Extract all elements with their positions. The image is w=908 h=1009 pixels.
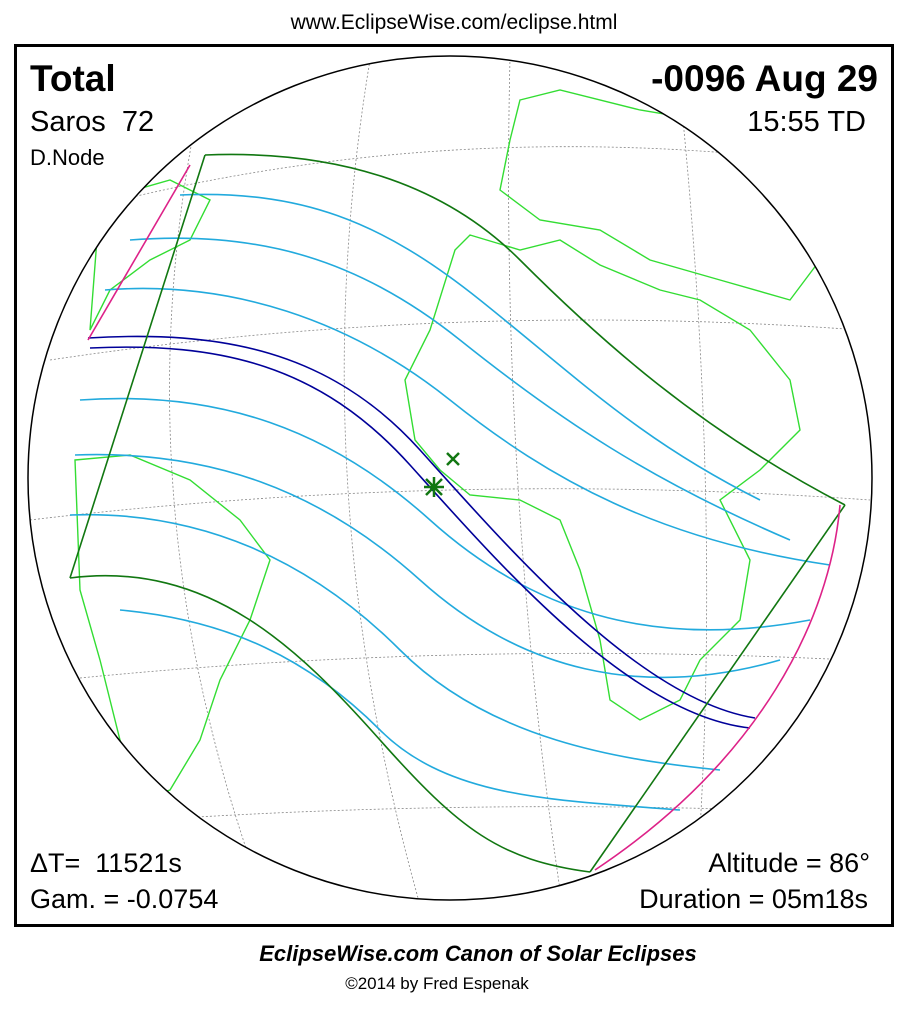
penumbra-lines xyxy=(69,193,831,811)
globe-outline xyxy=(27,55,873,901)
central-path xyxy=(87,335,756,729)
credit: ©2014 by Fred Espenak xyxy=(345,974,529,993)
altitude: Altitude = 86° xyxy=(708,848,870,878)
url: www.EclipseWise.com/eclipse.html xyxy=(290,11,618,34)
gamma: Gam. = -0.0754 xyxy=(30,884,218,914)
date: -0096 Aug 29 xyxy=(651,58,878,99)
limits xyxy=(69,153,846,873)
extreme-limits xyxy=(87,164,841,871)
duration: Duration = 05m18s xyxy=(639,884,868,914)
globe xyxy=(28,56,872,900)
footer-title: EclipseWise.com Canon of Solar Eclipses xyxy=(259,941,697,966)
greatest-eclipse xyxy=(424,452,460,497)
node: D.Node xyxy=(30,145,105,170)
coastlines xyxy=(74,89,821,801)
saros: Saros 72 xyxy=(30,106,154,138)
delta-t: ΔT= 11521s xyxy=(30,848,182,878)
eclipse-type: Total xyxy=(30,58,116,99)
time: 15:55 TD xyxy=(747,106,866,138)
